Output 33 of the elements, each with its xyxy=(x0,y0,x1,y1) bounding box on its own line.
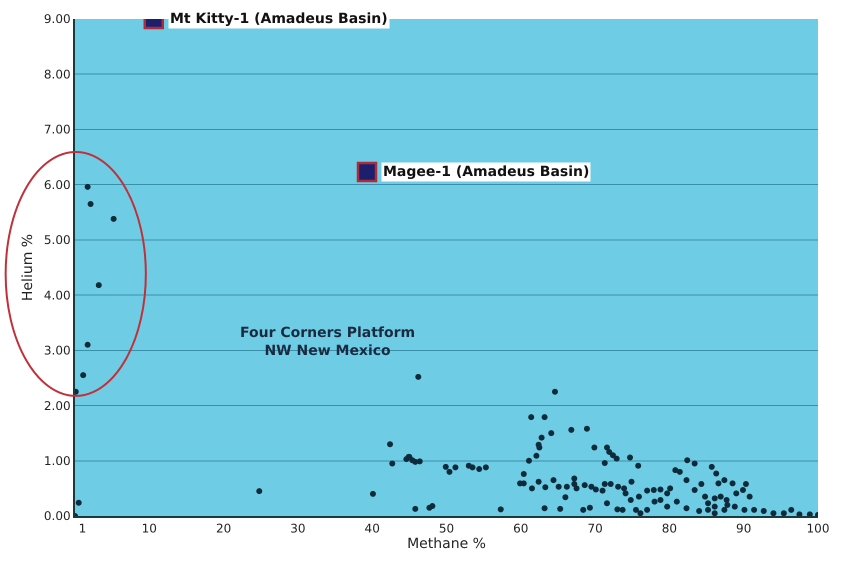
point xyxy=(88,200,94,207)
point xyxy=(356,162,378,182)
point xyxy=(110,216,117,222)
y-tick-label: 3.00 xyxy=(44,344,71,358)
x-tick-label: 60 xyxy=(513,521,528,536)
x-tick-label: 70 xyxy=(587,521,603,536)
y-tick-label: 8.00 xyxy=(44,67,71,82)
annotation: Four Corners Platform NW New Mexico xyxy=(240,325,416,360)
annotation: Mt Kitty-1 (Amadeus Basin) xyxy=(170,11,388,27)
x-tick-label: 90 xyxy=(736,521,752,536)
y-tick-label: 4.00 xyxy=(44,288,71,302)
x-tick-label: 1 xyxy=(78,521,86,536)
point xyxy=(84,342,91,348)
x-tick-label: 20 xyxy=(216,521,232,536)
y-tick-label: 6.00 xyxy=(44,178,71,192)
y-axis-title: Helium % xyxy=(20,234,36,302)
x-tick-label: 50 xyxy=(438,521,454,536)
y-tick-label: 9.00 xyxy=(44,12,71,26)
annotation: Magee-1 (Amadeus Basin) xyxy=(383,164,590,180)
x-tick-label: 100 xyxy=(806,521,830,536)
point xyxy=(80,372,86,378)
x-tick-label: 40 xyxy=(364,521,380,536)
x-tick-label: 80 xyxy=(662,521,678,536)
x-axis-title: Methane % xyxy=(407,536,486,552)
point xyxy=(96,282,102,288)
x-tick-label: 10 xyxy=(142,521,157,536)
y-tick-label: 0.00 xyxy=(44,509,71,524)
point xyxy=(84,184,91,190)
y-tick-label: 5.00 xyxy=(44,233,71,248)
x-tick-label: 30 xyxy=(290,521,306,536)
y-tick-label: 1.00 xyxy=(44,454,71,468)
y-tick-label: 7.00 xyxy=(44,122,71,137)
y-tick-label: 2.00 xyxy=(44,398,71,413)
